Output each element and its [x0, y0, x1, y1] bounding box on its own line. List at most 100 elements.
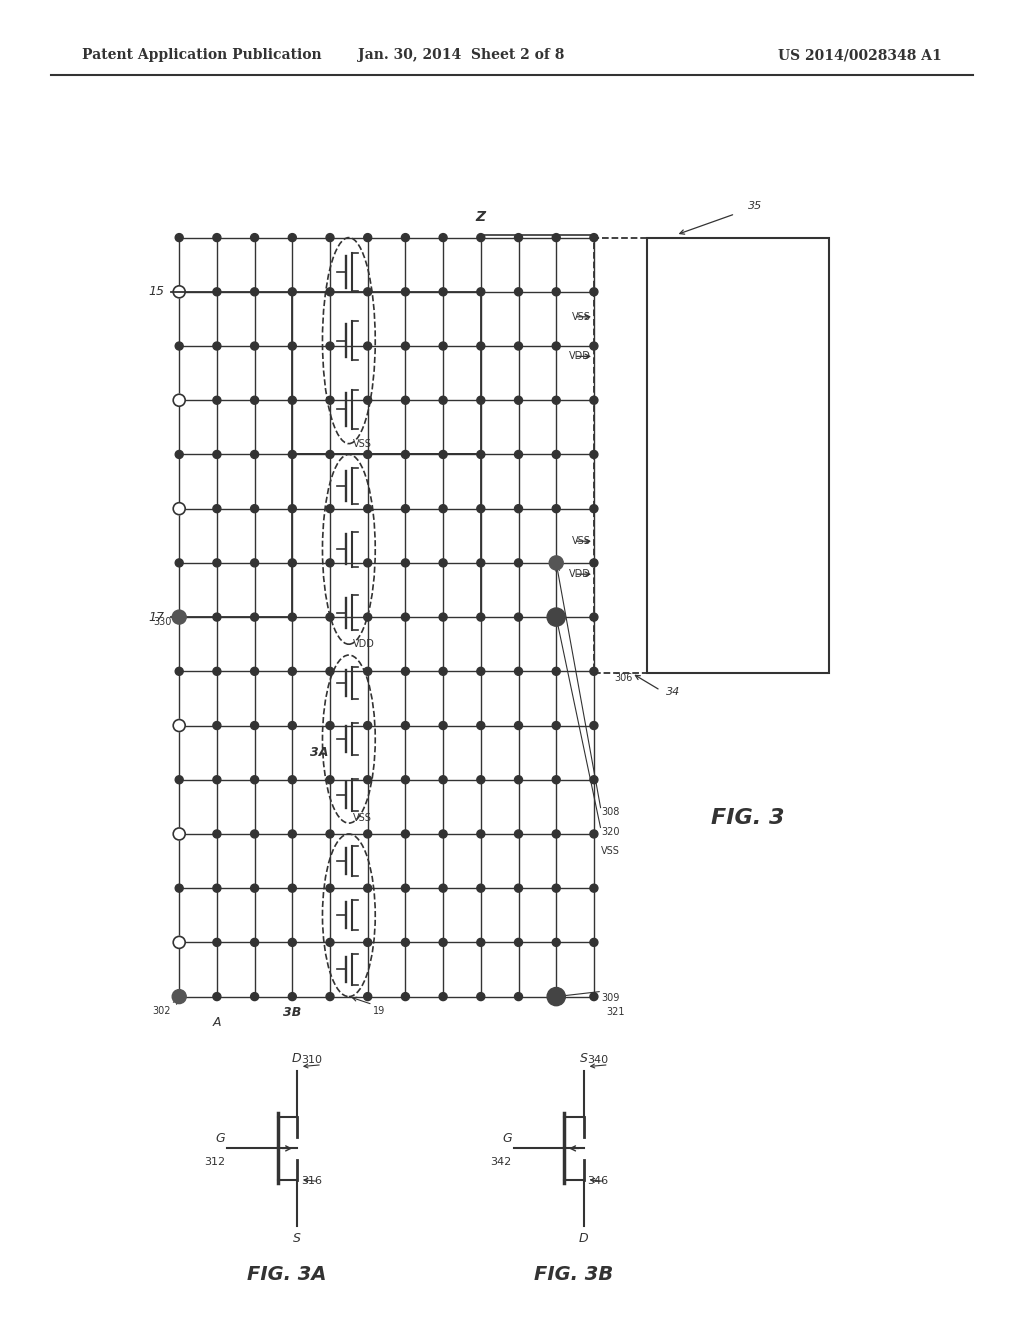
Circle shape [401, 342, 410, 350]
Circle shape [590, 504, 598, 512]
Circle shape [251, 668, 259, 676]
Circle shape [401, 558, 410, 566]
Circle shape [439, 450, 447, 458]
Circle shape [364, 668, 372, 676]
Circle shape [401, 939, 410, 946]
Circle shape [326, 342, 334, 350]
Circle shape [549, 556, 563, 570]
Circle shape [439, 830, 447, 838]
Bar [647, 238, 829, 673]
Text: Patent Application Publication: Patent Application Publication [82, 49, 322, 62]
Text: 3B: 3B [284, 1006, 301, 1019]
Circle shape [326, 504, 334, 512]
Circle shape [514, 776, 522, 784]
Circle shape [175, 450, 183, 458]
Circle shape [326, 939, 334, 946]
Circle shape [251, 884, 259, 892]
Circle shape [289, 450, 296, 458]
Circle shape [364, 342, 372, 350]
Text: 34: 34 [666, 686, 680, 697]
Circle shape [364, 612, 372, 622]
Circle shape [289, 558, 296, 566]
Text: VSS: VSS [352, 438, 372, 449]
Circle shape [326, 234, 334, 242]
Text: FIG. 3B: FIG. 3B [535, 1265, 613, 1284]
Circle shape [173, 395, 185, 407]
Text: 302: 302 [153, 1006, 171, 1016]
Circle shape [401, 993, 410, 1001]
Text: A: A [213, 1016, 221, 1030]
Text: Jan. 30, 2014  Sheet 2 of 8: Jan. 30, 2014 Sheet 2 of 8 [357, 49, 564, 62]
Circle shape [477, 342, 484, 350]
Circle shape [477, 668, 484, 676]
Circle shape [552, 668, 560, 676]
Circle shape [439, 993, 447, 1001]
Circle shape [552, 612, 560, 622]
Circle shape [514, 722, 522, 730]
Text: 310: 310 [301, 1055, 322, 1065]
Circle shape [590, 288, 598, 296]
Circle shape [213, 558, 221, 566]
Circle shape [514, 396, 522, 404]
Circle shape [552, 722, 560, 730]
Circle shape [251, 504, 259, 512]
Circle shape [514, 342, 522, 350]
Circle shape [289, 612, 296, 622]
Circle shape [590, 558, 598, 566]
Circle shape [439, 558, 447, 566]
Circle shape [326, 830, 334, 838]
Circle shape [401, 396, 410, 404]
Bar [594, 238, 647, 673]
Circle shape [364, 830, 372, 838]
Circle shape [326, 776, 334, 784]
Circle shape [251, 558, 259, 566]
Circle shape [213, 504, 221, 512]
Circle shape [289, 722, 296, 730]
Circle shape [552, 830, 560, 838]
Circle shape [173, 503, 185, 515]
Circle shape [251, 234, 259, 242]
Circle shape [477, 722, 484, 730]
Text: 321: 321 [606, 1007, 625, 1018]
Circle shape [172, 990, 186, 1003]
Circle shape [477, 993, 484, 1001]
Circle shape [175, 612, 183, 622]
Circle shape [175, 939, 183, 946]
Circle shape [477, 450, 484, 458]
Circle shape [175, 288, 183, 296]
Circle shape [590, 396, 598, 404]
Circle shape [590, 612, 598, 622]
Text: D: D [579, 1232, 589, 1245]
Circle shape [326, 612, 334, 622]
Circle shape [213, 668, 221, 676]
Text: 330: 330 [153, 618, 171, 627]
Circle shape [514, 612, 522, 622]
Circle shape [439, 668, 447, 676]
Circle shape [477, 612, 484, 622]
Circle shape [439, 288, 447, 296]
Circle shape [213, 830, 221, 838]
Circle shape [213, 612, 221, 622]
Circle shape [364, 939, 372, 946]
Circle shape [477, 939, 484, 946]
Text: 19: 19 [373, 1006, 385, 1016]
Circle shape [326, 722, 334, 730]
Circle shape [326, 993, 334, 1001]
Text: VDD: VDD [569, 569, 591, 579]
Circle shape [289, 884, 296, 892]
Circle shape [213, 722, 221, 730]
Circle shape [326, 450, 334, 458]
Circle shape [173, 828, 185, 840]
Circle shape [175, 668, 183, 676]
Circle shape [590, 993, 598, 1001]
Circle shape [401, 776, 410, 784]
Circle shape [289, 342, 296, 350]
Circle shape [401, 612, 410, 622]
Circle shape [173, 719, 185, 731]
Circle shape [364, 884, 372, 892]
Circle shape [514, 234, 522, 242]
Circle shape [552, 558, 560, 566]
Circle shape [590, 342, 598, 350]
Text: VSS: VSS [572, 536, 591, 546]
Circle shape [289, 288, 296, 296]
